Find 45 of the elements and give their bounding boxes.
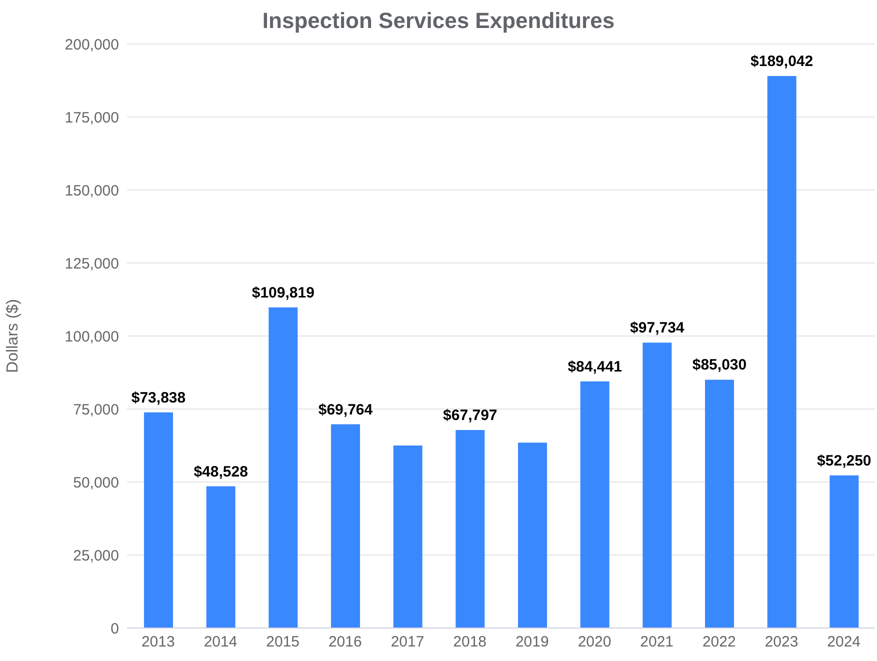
x-tick-label: 2013	[141, 634, 175, 651]
bar	[705, 380, 734, 628]
bar	[518, 442, 547, 628]
data-label: $67,797	[443, 407, 498, 424]
x-tick-label: 2024	[827, 634, 861, 651]
x-tick-label: 2019	[515, 634, 549, 651]
data-label: $73,838	[131, 389, 186, 406]
y-tick-label: 25,000	[73, 547, 119, 564]
bar	[580, 381, 610, 628]
x-tick-label: 2020	[578, 634, 612, 651]
x-tick-label: 2021	[640, 634, 674, 651]
data-label: $84,441	[568, 358, 622, 376]
x-tick-label: 2022	[702, 634, 736, 651]
y-tick-label: 150,000	[64, 182, 119, 200]
y-tick-label: 125,000	[64, 255, 119, 272]
y-tick-label: 175,000	[64, 109, 119, 126]
x-tick-label: 2015	[266, 634, 300, 651]
bar	[331, 424, 360, 628]
bar	[268, 307, 298, 628]
bar	[206, 486, 236, 628]
data-label: $189,042	[750, 52, 814, 70]
data-label: $48,528	[194, 463, 248, 480]
y-tick-label: 100,000	[64, 328, 119, 346]
data-label: $52,250	[817, 452, 872, 470]
y-tick-label: 200,000	[64, 36, 119, 54]
data-label: $85,030	[692, 356, 747, 374]
y-tick-label: 50,000	[73, 474, 119, 492]
y-tick-label: 0	[110, 620, 119, 638]
y-axis-title: Dollars ($)	[4, 299, 22, 373]
x-tick-label: 2014	[204, 634, 238, 651]
data-label: $109,819	[252, 284, 314, 302]
bar	[456, 430, 485, 628]
bar	[767, 76, 796, 628]
data-label: $69,764	[318, 401, 374, 418]
bar	[393, 446, 422, 628]
y-tick-label: 75,000	[73, 401, 119, 418]
x-tick-label: 2017	[390, 634, 424, 651]
data-label: $97,734	[630, 320, 685, 337]
bar	[830, 475, 859, 628]
bar	[642, 342, 672, 628]
x-tick-label: 2018	[453, 634, 487, 651]
chart-title: Inspection Services Expenditures	[261, 8, 616, 34]
x-tick-label: 2023	[764, 634, 798, 651]
bar	[144, 412, 173, 628]
x-tick-label: 2016	[328, 634, 362, 651]
